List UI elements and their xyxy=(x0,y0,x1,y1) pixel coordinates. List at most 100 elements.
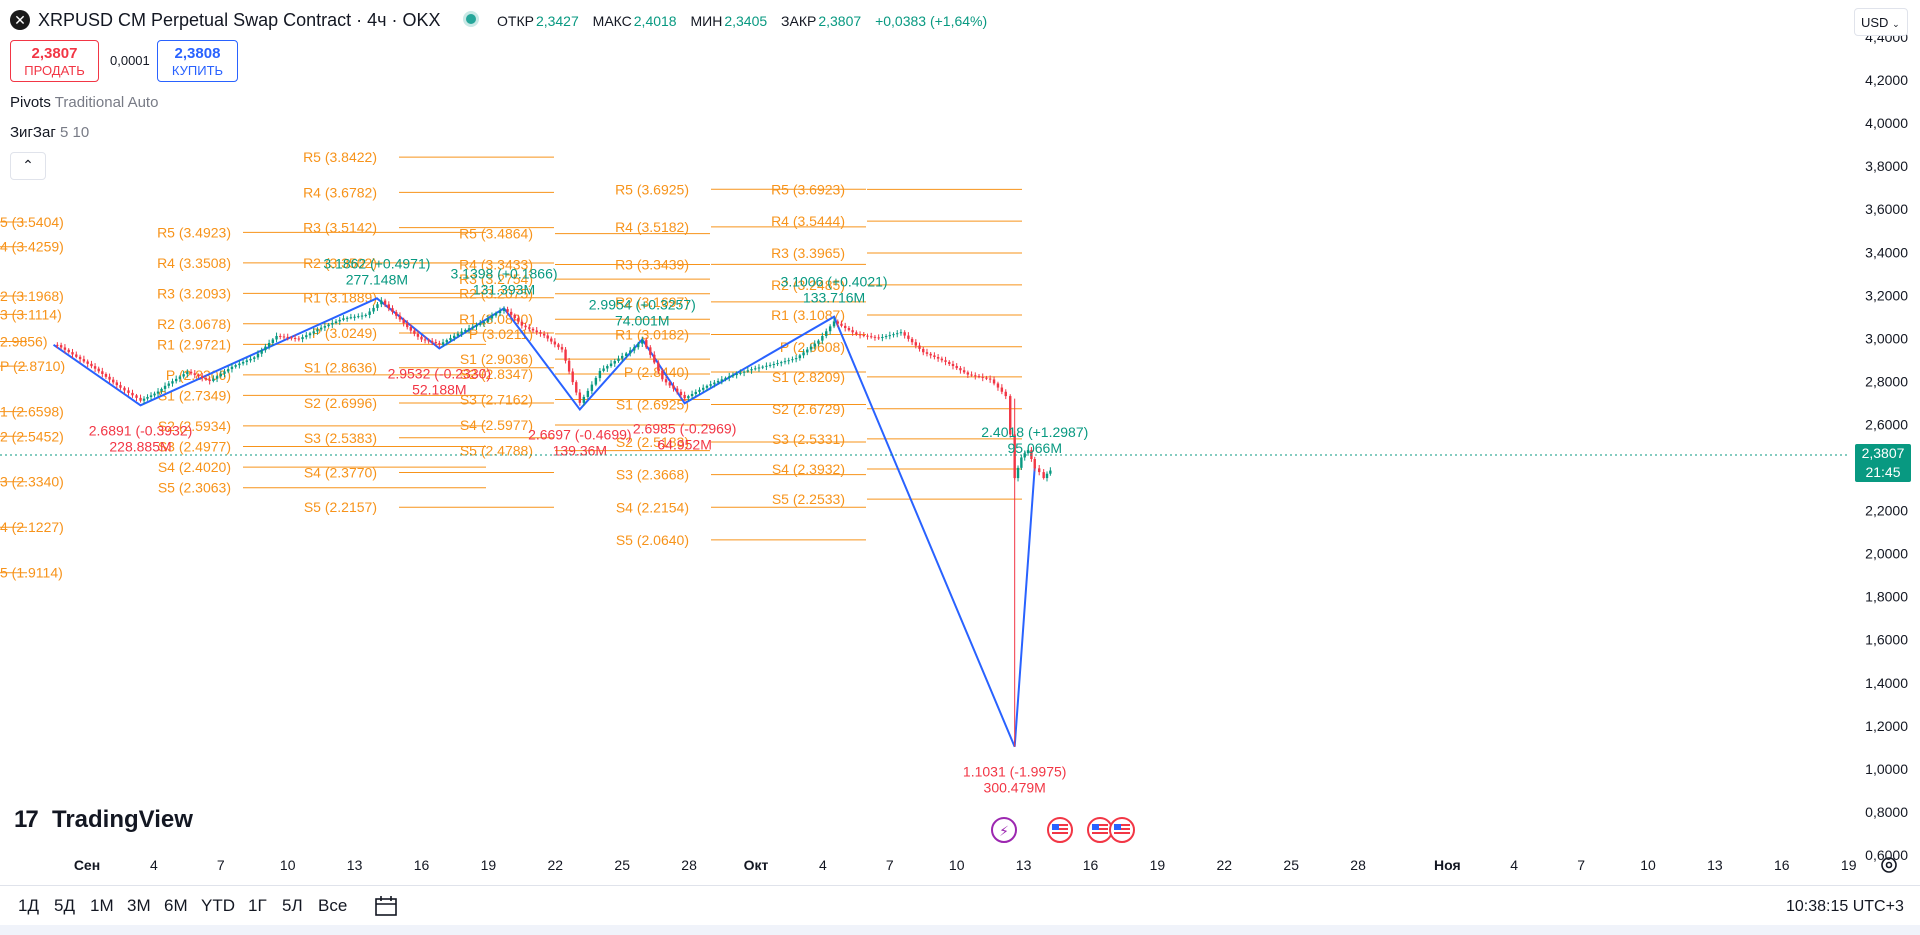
candle-body xyxy=(127,390,130,393)
candle-body xyxy=(413,330,416,334)
candle-body xyxy=(668,382,671,386)
x-tick-label: 10 xyxy=(949,857,965,873)
range-5y-button[interactable]: 5Л xyxy=(282,896,303,915)
candle-body xyxy=(866,335,869,337)
symbol-title[interactable]: XRPUSD CM Perpetual Swap Contract · 4ч ·… xyxy=(38,10,441,30)
tradingview-logo[interactable]: 17 TradingView xyxy=(14,806,193,834)
candle-body xyxy=(531,328,535,331)
pivot-level-label: R4 (3.6782) xyxy=(303,184,377,200)
range-6m-button[interactable]: 6М xyxy=(164,896,188,915)
y-tick-label: 1,2000 xyxy=(1865,718,1908,734)
pivot-level-label: S3 (2.7162) xyxy=(460,391,533,407)
range-3m-button[interactable]: 3М xyxy=(127,896,151,915)
candle-body xyxy=(844,325,847,329)
low-value: 2,3405 xyxy=(724,13,768,29)
pivot-level-label: R2 (3.0678) xyxy=(157,316,231,332)
x-tick-label: 25 xyxy=(1283,857,1299,873)
zigzag-value-label: 2.4018 (+1.2987) xyxy=(981,424,1088,440)
candle-body xyxy=(308,333,312,336)
collapse-legend-button[interactable]: ⌃ xyxy=(10,152,46,180)
indicator-pivots[interactable]: Pivots Traditional Auto xyxy=(10,94,158,111)
range-1y-button[interactable]: 1Г xyxy=(248,896,267,915)
x-tick-label: 22 xyxy=(1217,857,1233,873)
candle-body xyxy=(86,361,89,364)
range-5d-button[interactable]: 5Д xyxy=(54,896,75,915)
candle-body xyxy=(90,363,93,367)
candle-body xyxy=(637,343,640,348)
candle-body xyxy=(988,378,992,380)
candle-body xyxy=(742,371,746,373)
candle-body xyxy=(985,377,988,379)
candle-body xyxy=(877,337,880,339)
candle-body xyxy=(765,365,768,367)
us-flag-icon[interactable] xyxy=(1047,817,1073,843)
sell-button[interactable]: 2,3807 ПРОДАТЬ xyxy=(10,40,99,82)
candle-body xyxy=(698,389,701,392)
indicator-name: Pivots xyxy=(10,94,51,111)
bottom-toolbar: 1Д 5Д 1М 3М 6М YTD 1Г 5Л Все 10:38:15 UT… xyxy=(0,885,1920,926)
candle-body xyxy=(115,382,119,386)
y-tick-label: 3,8000 xyxy=(1865,158,1908,174)
high-value: 2,4018 xyxy=(633,13,677,29)
candle-body xyxy=(641,340,644,344)
range-all-button[interactable]: Все xyxy=(318,896,348,915)
candle-body xyxy=(683,394,686,399)
price-chart[interactable]: 5 (3.5404) 4 (3.4259) 3 (3.1114) 2 (3.1968)… xyxy=(0,0,1920,885)
gear-icon[interactable] xyxy=(1878,854,1900,876)
x-tick-label: 16 xyxy=(1083,857,1099,873)
candle-body xyxy=(376,304,379,308)
market-status-icon[interactable] xyxy=(466,14,476,24)
candle-body xyxy=(613,361,616,364)
y-tick-label: 0,8000 xyxy=(1865,804,1908,820)
event-markers[interactable]: ⚡ xyxy=(991,817,1135,843)
lightning-icon[interactable] xyxy=(991,817,1017,843)
zigzag-volume-label: 52.188M xyxy=(412,381,466,397)
candle-body xyxy=(78,356,82,360)
candle-body xyxy=(847,328,851,331)
indicator-zigzag[interactable]: ЗигЗаг 5 10 xyxy=(10,124,89,141)
candle-body xyxy=(56,344,59,346)
candle-body xyxy=(482,321,486,324)
candle-body xyxy=(345,317,349,319)
candle-body xyxy=(757,367,761,369)
candle-body xyxy=(787,360,790,362)
pivot-level-label: 1 (2.6598) xyxy=(0,404,64,420)
candle-body xyxy=(621,355,624,359)
clock-timezone[interactable]: 10:38:15 UTC+3 xyxy=(1786,898,1904,915)
us-flag-icon[interactable] xyxy=(1087,817,1113,843)
pivot-level-label: R1 (3.0182) xyxy=(615,326,689,342)
candle-body xyxy=(486,318,490,322)
range-ytd-button[interactable]: YTD xyxy=(201,896,235,915)
pivot-level-label: R5 (3.6925) xyxy=(615,181,689,197)
pivot-level-label: 4 (2.1227) xyxy=(0,519,64,535)
time-axis[interactable]: Сен 4 7 10 13 16 19 22 25 28 Окт 4 7 10 13 16 19 22 25 28 Но… xyxy=(74,857,1857,873)
candle-body xyxy=(267,343,271,347)
range-1d-button[interactable]: 1Д xyxy=(18,896,39,915)
zigzag-value-label: 3.1862 (+0.4971) xyxy=(323,255,430,271)
pivot-level-label: R2 (3.3502) xyxy=(303,255,377,271)
candle-body xyxy=(1042,472,1045,479)
x-tick-label: Сен xyxy=(74,857,100,873)
candle-body xyxy=(230,366,234,370)
us-flag-icon[interactable] xyxy=(1109,817,1135,843)
sell-label: ПРОДАТЬ xyxy=(24,63,85,78)
y-tick-label: 4,2000 xyxy=(1865,72,1908,88)
candle-body xyxy=(467,328,471,330)
range-1m-button[interactable]: 1М xyxy=(90,896,114,915)
candle-body xyxy=(135,395,138,398)
calendar-icon[interactable] xyxy=(374,895,398,917)
candle-body xyxy=(219,373,222,377)
candle-body xyxy=(238,363,241,366)
candle-body xyxy=(509,311,513,315)
pivot-level-label: R1 (2.9721) xyxy=(157,336,231,352)
candle-body xyxy=(119,385,122,388)
buy-button[interactable]: 2,3808 КУПИТЬ xyxy=(157,40,238,82)
x-tick-label: 4 xyxy=(150,857,158,873)
candle-body xyxy=(907,335,910,339)
currency-label: USD xyxy=(1861,15,1889,30)
currency-select[interactable]: USD ⌄ xyxy=(1854,8,1908,36)
candle-body xyxy=(996,383,1000,388)
candle-body xyxy=(1026,450,1030,454)
candle-body xyxy=(944,360,947,362)
zigzag-volume-label: 74.001M xyxy=(615,312,669,328)
